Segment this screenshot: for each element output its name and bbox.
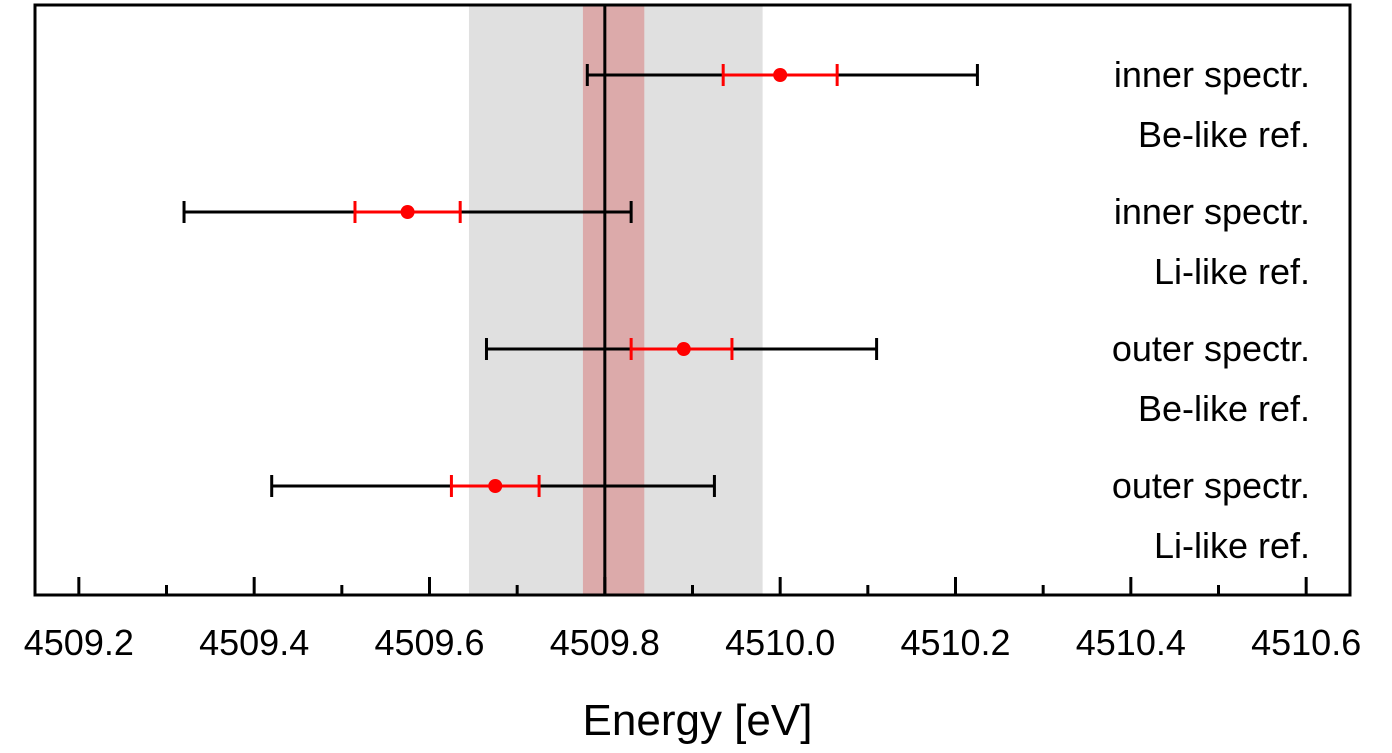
x-tick-label: 4510.6: [1251, 622, 1361, 663]
inner-uncertainty-band: [582, 5, 645, 595]
row-label-line1: outer spectr.: [1112, 328, 1310, 369]
row-label-line1: inner spectr.: [1114, 54, 1310, 95]
x-tick-label: 4509.2: [24, 622, 134, 663]
data-marker: [488, 479, 503, 493]
row-label-line1: inner spectr.: [1114, 191, 1310, 232]
row-labels: inner spectr. Be-like ref. inner spectr. Li…: [1112, 54, 1310, 566]
data-point-3: [484, 338, 879, 360]
x-axis-ticks: 4509.2 4509.4 4509.6 4509.8 4510.0 4510.2 4510…: [24, 577, 1361, 663]
row-label-line2: Be-like ref.: [1138, 114, 1310, 155]
x-tick-label: 4509.8: [550, 622, 660, 663]
data-marker: [400, 205, 415, 219]
row-label-line2: Li-like ref.: [1154, 251, 1310, 292]
row-label-line2: Li-like ref.: [1154, 525, 1310, 566]
data-points: [182, 64, 979, 497]
x-tick-label: 4509.6: [374, 622, 484, 663]
data-marker: [676, 342, 691, 356]
row-label-line2: Be-like ref.: [1138, 388, 1310, 429]
row-label-line1: outer spectr.: [1112, 465, 1310, 506]
data-point-4: [270, 475, 716, 497]
data-point-2: [182, 201, 633, 223]
x-tick-label: 4510.0: [725, 622, 835, 663]
x-tick-label: 4510.2: [900, 622, 1010, 663]
x-tick-label: 4510.4: [1076, 622, 1186, 663]
data-point-1: [585, 64, 979, 86]
data-marker: [773, 68, 788, 82]
x-axis-title: Energy [eV]: [583, 696, 813, 745]
x-tick-label: 4509.4: [199, 622, 309, 663]
